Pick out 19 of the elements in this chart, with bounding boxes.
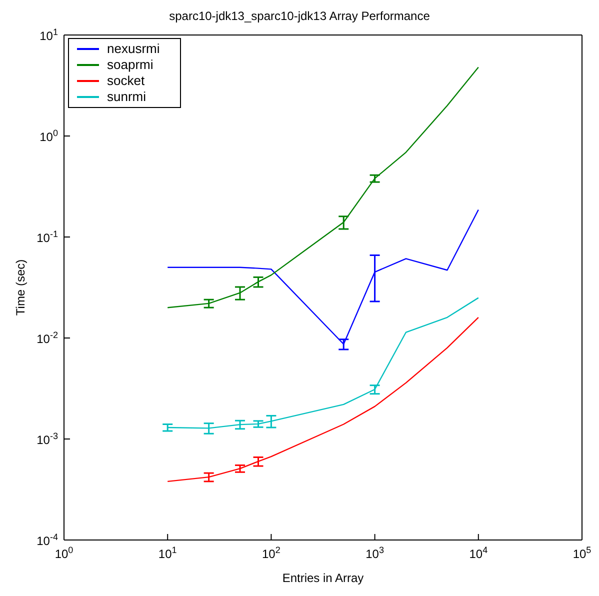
y-axis-title: Time (sec)	[13, 259, 28, 316]
legend-label: socket	[107, 73, 145, 89]
x-tick-label: 10$^{3}$	[366, 545, 384, 561]
x-axis-title: Entries in Array	[282, 571, 364, 585]
chart-title: sparc10-jdk13_sparc10-jdk13 Array Performance	[168, 8, 431, 24]
y-tick-label: 10$^{0}$	[40, 128, 58, 144]
x-tick-label: 10$^{5}$	[572, 545, 592, 561]
legend-label: nexusrmi	[107, 41, 160, 57]
legend-label: sunrmi	[107, 89, 146, 105]
legend-label: soaprmi	[107, 57, 154, 73]
y-tick-label: 10$^{1}$	[40, 27, 58, 43]
x-tick-label: 10$^{2}$	[262, 545, 280, 561]
x-tick-label: 10$^{1}$	[158, 545, 177, 561]
y-tick-label: 10$^{-1}$	[36, 229, 58, 245]
y-tick-label: 10$^{-2}$	[36, 330, 58, 346]
y-tick-label: 10$^{-3}$	[36, 431, 58, 447]
x-tick-label: 10$^{0}$	[54, 545, 74, 561]
x-tick-label: 10$^{4}$	[469, 545, 488, 561]
y-tick-label: 10$^{-4}$	[36, 532, 58, 548]
